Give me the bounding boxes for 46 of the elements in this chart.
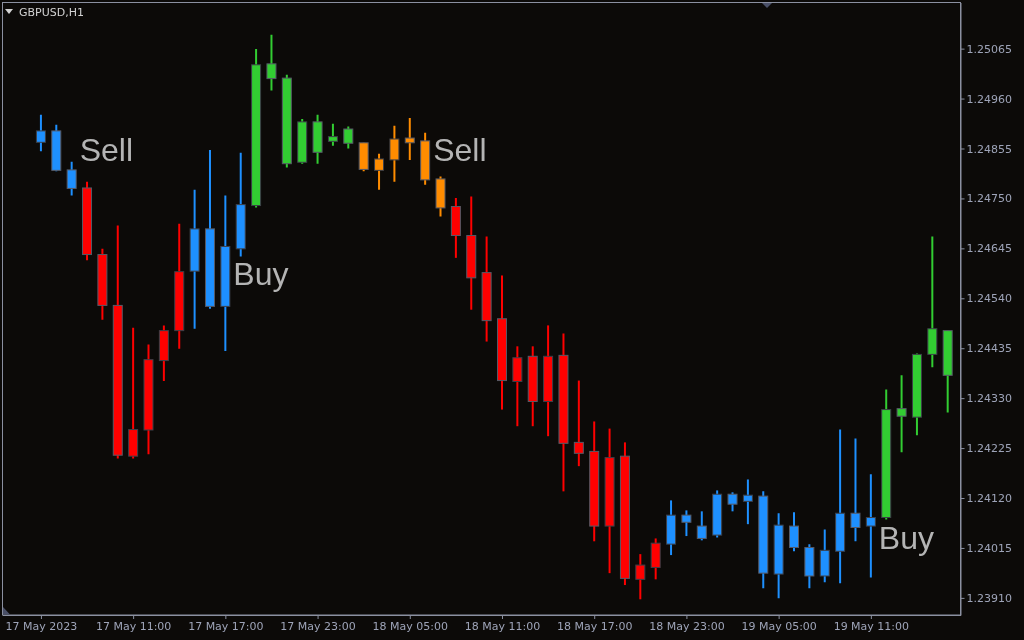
x-tick-label: 18 May 17:00 bbox=[556, 619, 633, 633]
annotation: Sell bbox=[79, 132, 134, 169]
x-tick-label: 17 May 2023 bbox=[5, 619, 78, 633]
candlestick bbox=[681, 509, 692, 538]
y-tick-label: 1.23910 bbox=[966, 591, 1012, 605]
candlestick bbox=[327, 122, 338, 147]
y-tick-label: 1.24750 bbox=[966, 192, 1012, 206]
x-tick-label: 18 May 05:00 bbox=[372, 619, 448, 633]
candlestick bbox=[727, 491, 738, 513]
x-tick-label: 18 May 11:00 bbox=[464, 619, 541, 633]
y-tick-label: 1.24645 bbox=[966, 242, 1012, 256]
candlestick bbox=[573, 379, 584, 468]
x-tick-label: 17 May 11:00 bbox=[95, 619, 172, 633]
candlestick bbox=[896, 374, 907, 454]
annotation: Buy bbox=[878, 520, 934, 557]
chart-title: GBPUSD,H1 bbox=[19, 6, 84, 19]
candlestick bbox=[512, 345, 523, 428]
candlestick bbox=[742, 478, 753, 526]
x-tick-label: 18 May 23:00 bbox=[649, 619, 725, 633]
candlestick bbox=[389, 124, 400, 183]
candlestick bbox=[696, 510, 707, 542]
candlestick bbox=[789, 511, 799, 553]
candlestick bbox=[35, 113, 46, 153]
annotation: Buy bbox=[233, 256, 289, 293]
candlestick bbox=[374, 152, 385, 191]
candlestick bbox=[343, 125, 354, 150]
y-tick-label: 1.24225 bbox=[966, 442, 1012, 456]
candlestick bbox=[635, 553, 646, 601]
x-tick-label: 17 May 23:00 bbox=[280, 619, 356, 633]
x-tick-label: 17 May 17:00 bbox=[188, 619, 264, 633]
y-tick-label: 1.24120 bbox=[966, 492, 1012, 506]
y-tick-label: 1.24540 bbox=[966, 292, 1012, 306]
candlestick bbox=[266, 33, 277, 92]
x-tick-label: 19 May 11:00 bbox=[833, 619, 910, 633]
y-tick-label: 1.24330 bbox=[966, 392, 1012, 406]
y-tick-label: 1.24855 bbox=[966, 142, 1012, 156]
annotation: Sell bbox=[433, 132, 487, 169]
candlestick bbox=[865, 473, 876, 579]
y-tick-label: 1.24015 bbox=[966, 541, 1012, 555]
y-tick-label: 1.24960 bbox=[966, 92, 1012, 106]
y-tick-label: 1.25065 bbox=[966, 42, 1012, 56]
y-tick-label: 1.24435 bbox=[966, 342, 1012, 356]
candlestick bbox=[66, 160, 77, 197]
candlestick bbox=[404, 117, 415, 161]
candlestick bbox=[850, 437, 861, 543]
x-tick-label: 19 May 05:00 bbox=[741, 619, 817, 633]
